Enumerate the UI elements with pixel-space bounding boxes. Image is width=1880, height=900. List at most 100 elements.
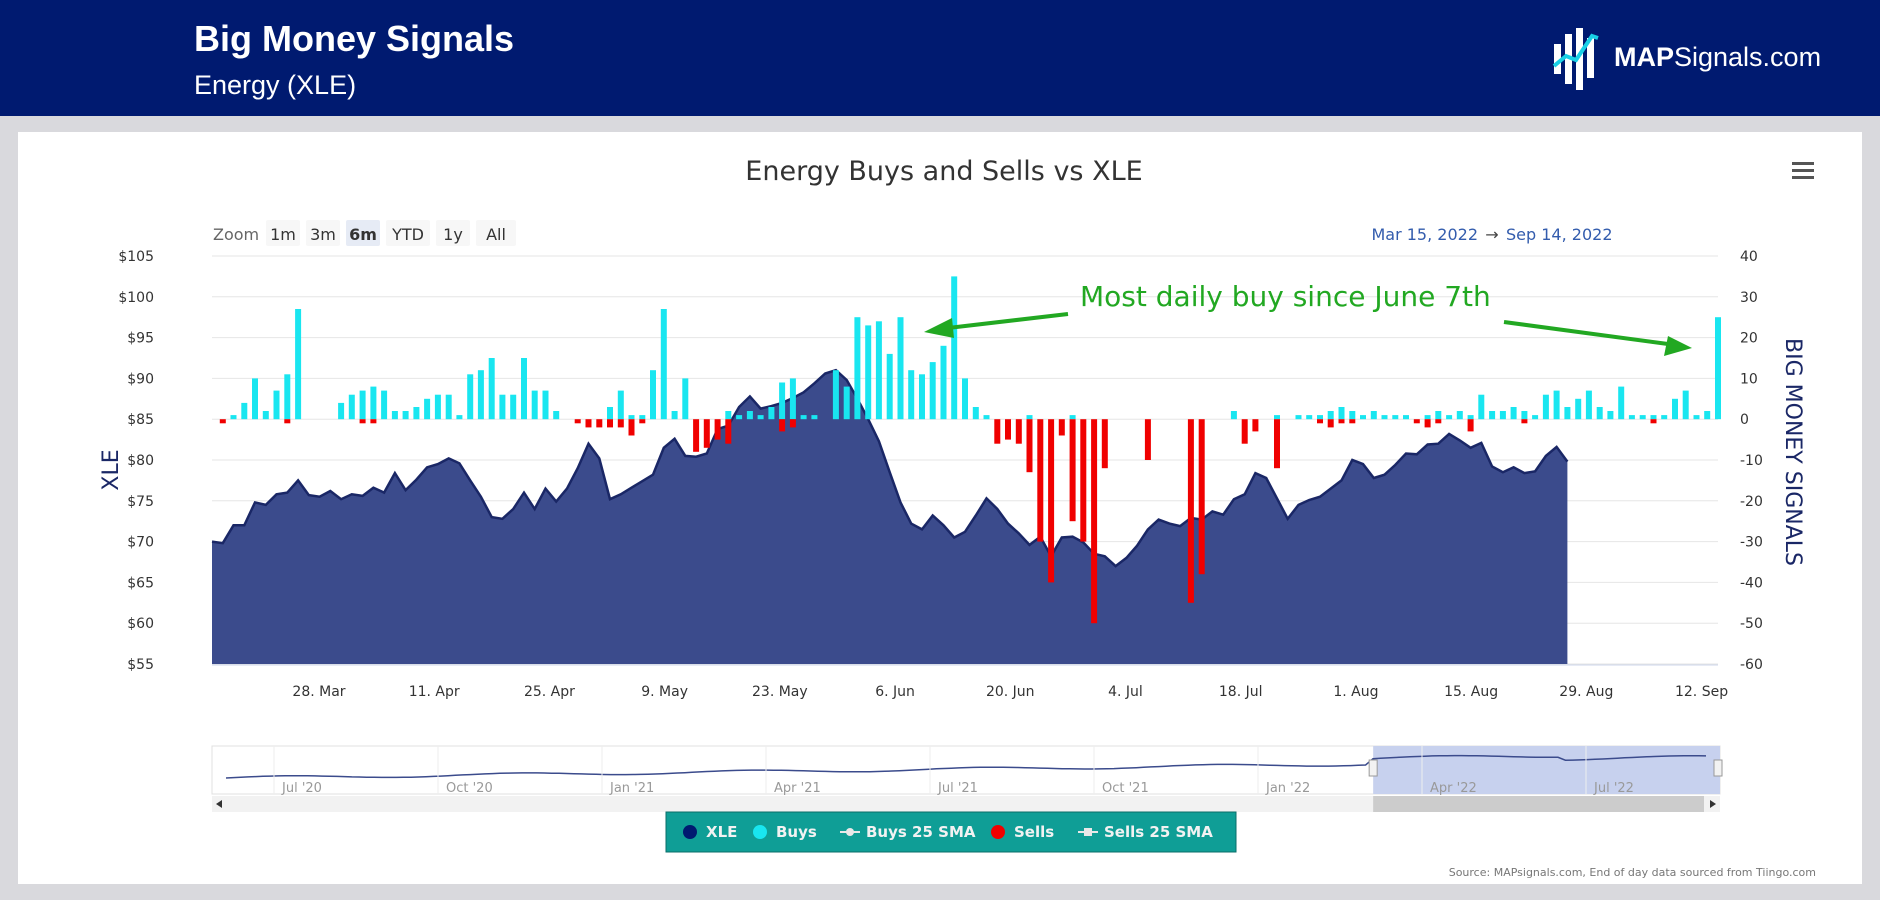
sell-bar[interactable] [693,419,700,452]
buy-bar[interactable] [1381,415,1388,420]
buy-bar[interactable] [295,309,302,420]
zoom-button-1y[interactable]: 1y [436,220,470,246]
sell-bar[interactable] [1327,419,1334,428]
sell-bar[interactable] [1252,419,1259,432]
buy-bar[interactable] [413,407,420,420]
sell-bar[interactable] [1349,419,1356,424]
sell-bar[interactable] [596,419,603,428]
legend-item-xle[interactable]: XLE [683,823,737,841]
buy-bar[interactable] [284,374,291,420]
buy-bar[interactable] [531,390,538,420]
buy-bar[interactable] [1693,415,1700,420]
buy-bar[interactable] [542,390,549,420]
buy-bar[interactable] [1682,390,1689,420]
buy-bar[interactable] [1392,415,1399,420]
scrollbar-thumb[interactable] [1373,796,1704,812]
sell-bar[interactable] [219,419,226,424]
buy-bar[interactable] [660,309,667,420]
buy-bar[interactable] [1230,411,1237,420]
buy-bar[interactable] [1661,415,1668,420]
navigator[interactable]: Jul '20 Oct '20 Jan '21 Apr '21 Jul '21 Oct '… [211,745,1723,812]
buy-bar[interactable] [553,411,560,420]
buy-bar[interactable] [521,358,527,420]
buy-bar[interactable] [736,415,743,420]
buy-bar[interactable] [875,321,882,420]
buy-bar[interactable] [1585,390,1592,420]
buy-bar[interactable] [1596,407,1603,420]
buy-bar[interactable] [962,378,968,420]
buy-bar[interactable] [1478,394,1485,420]
buy-bar[interactable] [1489,411,1496,420]
sell-bar[interactable] [1424,419,1431,428]
scroll-left-arrow-icon[interactable] [216,800,222,808]
buy-bar[interactable] [510,394,517,420]
buy-bar[interactable] [1704,411,1711,420]
buy-bar[interactable] [1650,415,1657,420]
sell-bar[interactable] [370,419,377,424]
sell-bar[interactable] [284,419,291,424]
buy-bar[interactable] [929,362,936,420]
buy-bar[interactable] [488,358,495,420]
sell-bar[interactable] [1015,419,1022,444]
buy-bar[interactable] [1553,390,1560,420]
sell-bar[interactable] [359,419,366,424]
buy-bar[interactable] [1510,407,1517,420]
sell-bar[interactable] [1005,419,1011,440]
scrollbar-track[interactable] [212,796,1720,812]
buy-bar[interactable] [1628,415,1635,420]
buy-bar[interactable] [370,386,377,420]
buy-bar[interactable] [1532,415,1539,420]
buy-bar[interactable] [725,411,732,420]
buy-bar[interactable] [811,415,818,420]
navigator-handle[interactable] [1713,759,1723,777]
buy-bar[interactable] [650,370,656,420]
buy-bar[interactable] [381,390,388,420]
sell-bar[interactable] [714,419,721,440]
buy-bar[interactable] [908,370,915,420]
buy-bar[interactable] [1306,415,1313,420]
sell-bar[interactable] [1091,419,1098,624]
buy-bar[interactable] [789,378,796,420]
buy-bar[interactable] [1370,411,1377,420]
buy-bar[interactable] [477,370,484,420]
sell-bar[interactable] [1048,419,1055,583]
buy-bar[interactable] [617,390,624,420]
sell-bar[interactable] [703,419,710,448]
sell-bar[interactable] [779,419,786,432]
buy-bar[interactable] [434,394,441,420]
sell-bar[interactable] [628,419,635,436]
sell-bar[interactable] [617,419,624,428]
sell-bar[interactable] [1467,419,1474,432]
buy-bar[interactable] [273,390,280,420]
legend-item-sells[interactable]: Sells [991,823,1054,841]
chart-menu-icon[interactable] [1790,160,1820,188]
buy-bar[interactable] [241,402,248,420]
buy-bar[interactable] [230,415,237,420]
sell-bar[interactable] [1274,419,1280,469]
buy-bar[interactable] [1575,398,1582,420]
buy-bar[interactable] [424,398,431,420]
buy-bar[interactable] [843,386,850,420]
buy-bar[interactable] [1564,407,1571,420]
buy-bar[interactable] [1521,411,1528,420]
sell-bar[interactable] [1026,419,1033,473]
buy-bar[interactable] [1446,415,1453,420]
zoom-button-3m[interactable]: 3m [306,220,340,246]
zoom-button-ytd[interactable]: YTD [386,220,430,246]
buy-bar[interactable] [1715,317,1721,420]
buy-bar[interactable] [391,411,398,420]
sell-bar[interactable] [1435,419,1442,424]
buy-bar[interactable] [682,378,689,420]
buy-bar[interactable] [1274,415,1280,420]
sell-bar[interactable] [607,419,613,428]
buy-bar[interactable] [865,325,872,420]
buy-bar[interactable] [800,415,807,420]
sell-bar[interactable] [1317,419,1323,424]
buy-bar[interactable] [1672,398,1678,420]
scroll-right-arrow-icon[interactable] [1710,800,1716,808]
buy-bar[interactable] [1327,411,1334,420]
buy-bar[interactable] [607,407,613,420]
buy-bar[interactable] [1295,415,1302,420]
zoom-button-1m[interactable]: 1m [266,220,300,246]
buy-bar[interactable] [1349,411,1356,420]
